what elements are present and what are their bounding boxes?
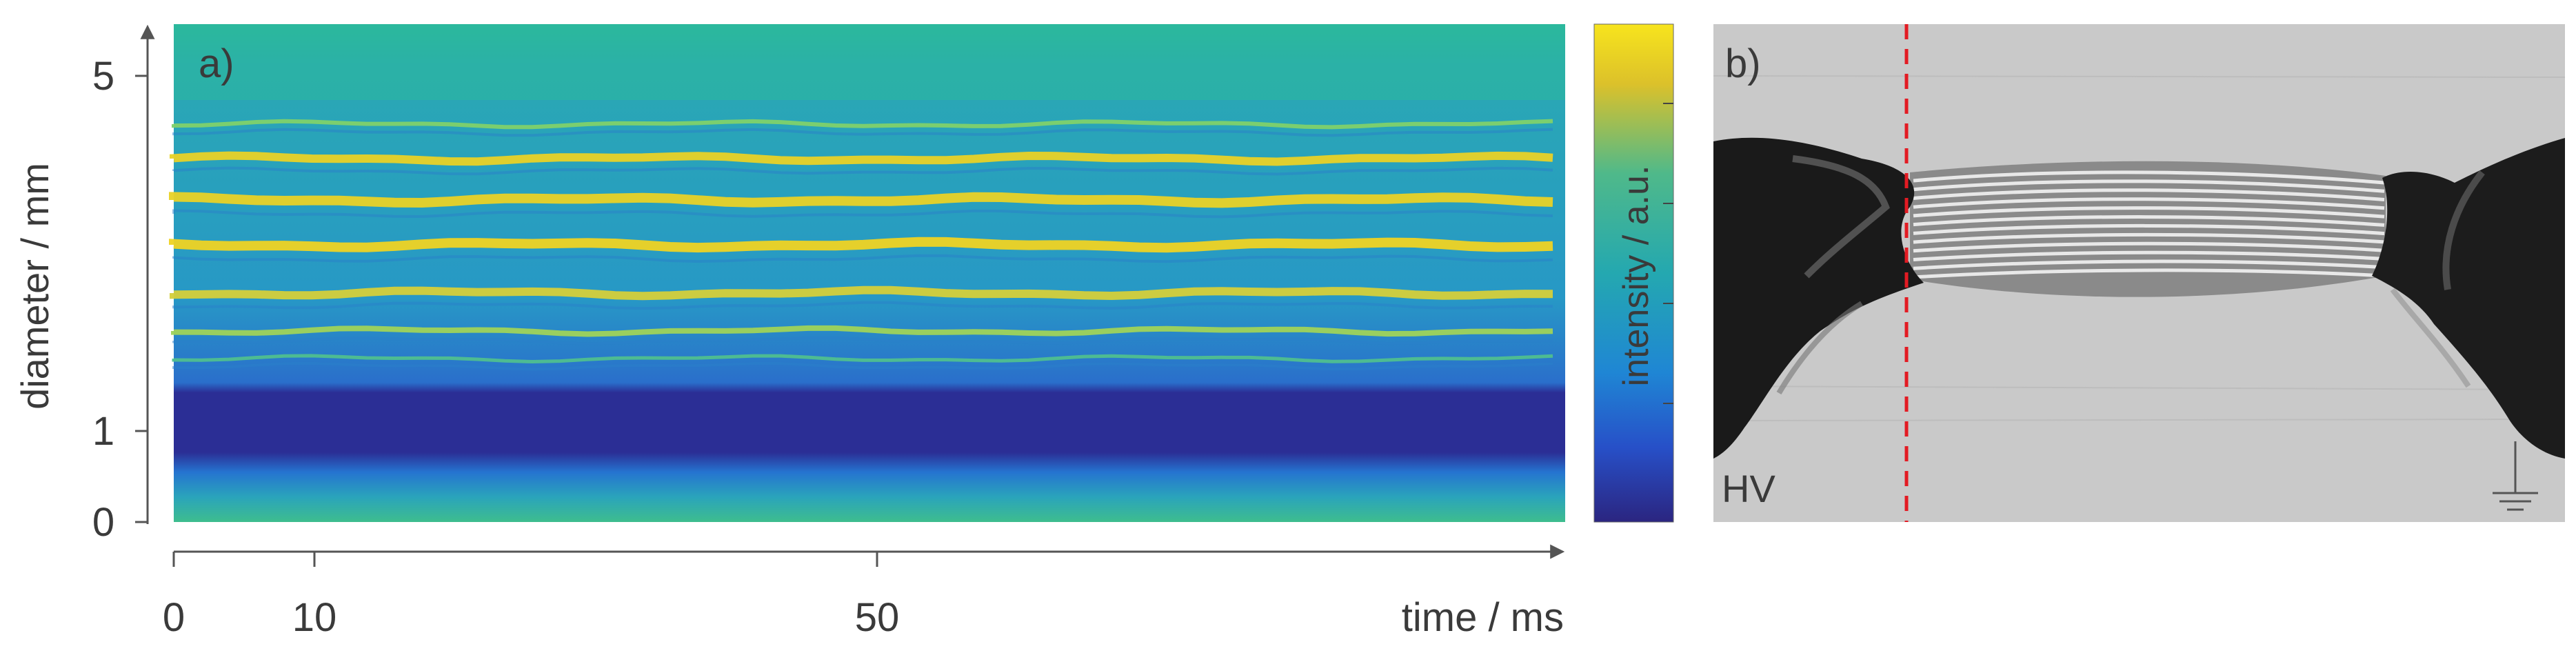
fringe-stripe bbox=[172, 119, 1553, 130]
fringe-stripe bbox=[169, 192, 1553, 208]
hv-label: HV bbox=[1722, 467, 1775, 510]
y-tick-label: 1 bbox=[92, 409, 114, 454]
panel-b: b) HV bbox=[1713, 24, 2566, 522]
fringe-stripe bbox=[170, 285, 1553, 301]
x-tick-label: 0 bbox=[163, 595, 185, 640]
panel-b-label: b) bbox=[1725, 41, 1761, 86]
panel-a: 0 1 5 0 10 50 a) diameter / mm time / ms bbox=[13, 24, 1565, 640]
fringe-stripe bbox=[171, 325, 1553, 337]
fringe-stripe bbox=[170, 151, 1553, 166]
colorbar-label: intensity / a.u. bbox=[1616, 166, 1656, 387]
fringe-stripe bbox=[169, 237, 1553, 253]
right-electrode bbox=[2372, 138, 2565, 459]
y-tick-label: 0 bbox=[92, 500, 114, 545]
x-axis-label: time / ms bbox=[1402, 595, 1564, 640]
panel-a-label: a) bbox=[199, 41, 234, 86]
interference-fringes bbox=[1913, 170, 2385, 279]
colorbar: intensity / a.u. bbox=[1593, 23, 1674, 523]
y-axis-label: diameter / mm bbox=[13, 163, 57, 410]
x-tick-label: 50 bbox=[855, 595, 900, 640]
y-tick-label: 5 bbox=[92, 54, 114, 99]
ground-icon bbox=[2493, 441, 2538, 511]
x-tick-label: 10 bbox=[292, 595, 337, 640]
fringe-stripe bbox=[172, 354, 1553, 364]
colorbar-ticks bbox=[1663, 103, 1673, 404]
kymograph-image bbox=[169, 24, 1565, 522]
